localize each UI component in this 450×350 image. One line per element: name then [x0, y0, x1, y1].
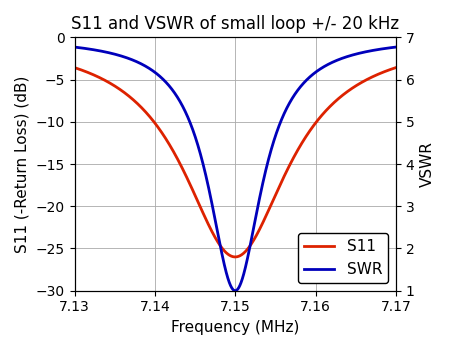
- Y-axis label: S11 (-Return Loss) (dB): S11 (-Return Loss) (dB): [15, 75, 30, 253]
- S11: [393, 65, 399, 70]
- X-axis label: Frequency (MHz): Frequency (MHz): [171, 320, 299, 335]
- SWR: [225, 274, 230, 278]
- SWR: [393, 45, 399, 49]
- SWR: [305, 77, 310, 81]
- Line: SWR: SWR: [75, 47, 396, 291]
- Y-axis label: VSWR: VSWR: [420, 141, 435, 187]
- S11: [209, 230, 215, 234]
- S11: [383, 69, 389, 73]
- S11: [225, 252, 230, 256]
- S11: [305, 131, 310, 135]
- Title: S11 and VSWR of small loop +/- 20 kHz: S11 and VSWR of small loop +/- 20 kHz: [71, 15, 399, 33]
- SWR: [207, 190, 212, 194]
- S11: [367, 76, 373, 80]
- SWR: [367, 49, 373, 53]
- Legend: S11, SWR: S11, SWR: [298, 233, 388, 283]
- S11: [207, 225, 212, 229]
- S11: [233, 255, 238, 259]
- SWR: [209, 202, 215, 206]
- SWR: [72, 45, 77, 49]
- S11: [72, 65, 77, 70]
- SWR: [233, 289, 238, 293]
- Line: S11: S11: [75, 68, 396, 257]
- SWR: [383, 46, 389, 50]
